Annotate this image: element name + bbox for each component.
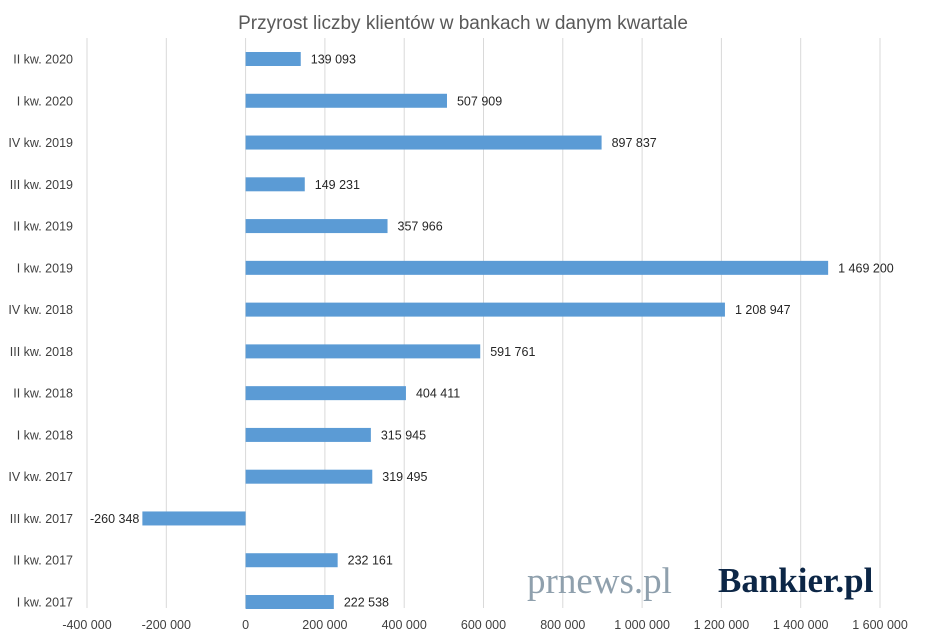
x-tick-label: 800 000 bbox=[540, 618, 585, 632]
x-tick-label: 600 000 bbox=[461, 618, 506, 632]
bar bbox=[245, 52, 301, 66]
x-axis-tick-labels: -400 000 -200 000 0 200 000 400 000 600 000 80… bbox=[62, 618, 908, 632]
bar bbox=[245, 469, 373, 484]
category-label: IV kw. 2017 bbox=[8, 470, 73, 484]
data-labels: 139 093 507 909 897 837 149 231 357 966 1 469… bbox=[90, 53, 894, 610]
category-label: II kw. 2018 bbox=[13, 387, 73, 401]
data-label: 404 411 bbox=[416, 387, 460, 401]
category-labels: II kw. 2020 I kw. 2020 IV kw. 2019 III kw. … bbox=[8, 53, 73, 610]
prnews-logo-text: prnews.pl bbox=[527, 561, 672, 602]
x-tick-label: 200 000 bbox=[302, 618, 347, 632]
data-label: 357 966 bbox=[398, 220, 443, 234]
bar bbox=[245, 427, 371, 442]
data-label: 897 837 bbox=[612, 136, 657, 150]
x-tick-label: 1 200 000 bbox=[694, 618, 750, 632]
category-label: I kw. 2017 bbox=[17, 596, 73, 610]
bar bbox=[245, 302, 725, 317]
bar bbox=[142, 511, 246, 526]
bar bbox=[245, 386, 406, 401]
category-label: II kw. 2020 bbox=[13, 53, 73, 67]
data-label: 507 909 bbox=[457, 94, 502, 108]
bar bbox=[245, 93, 447, 108]
category-label: I kw. 2019 bbox=[17, 261, 73, 275]
category-label: II kw. 2017 bbox=[13, 554, 73, 568]
bar bbox=[245, 177, 305, 192]
gridlines bbox=[86, 38, 881, 608]
bankier-logo-text: Bankier.pl bbox=[718, 561, 874, 600]
x-tick-label: -200 000 bbox=[142, 618, 191, 632]
bar bbox=[245, 595, 334, 609]
x-tick-label: 1 400 000 bbox=[773, 618, 829, 632]
x-tick-label: -400 000 bbox=[62, 618, 111, 632]
bankier-logo: Bankier.pl bbox=[718, 561, 874, 600]
data-label: 591 761 bbox=[490, 345, 535, 359]
category-label: IV kw. 2019 bbox=[8, 136, 73, 150]
data-label: 232 161 bbox=[348, 554, 393, 568]
x-tick-label: 400 000 bbox=[382, 618, 427, 632]
data-label: -260 348 bbox=[90, 512, 139, 526]
category-label: III kw. 2019 bbox=[10, 178, 73, 192]
x-tick-label: 1 000 000 bbox=[614, 618, 670, 632]
data-label: 222 538 bbox=[344, 596, 389, 610]
category-label: III kw. 2017 bbox=[10, 512, 73, 526]
data-label: 315 945 bbox=[381, 428, 426, 442]
bar bbox=[245, 553, 338, 568]
data-label: 149 231 bbox=[315, 178, 360, 192]
category-label: III kw. 2018 bbox=[10, 345, 73, 359]
x-tick-label: 0 bbox=[242, 618, 249, 632]
category-label: I kw. 2020 bbox=[17, 94, 73, 108]
chart-title: Przyrost liczby klientów w bankach w dan… bbox=[238, 13, 688, 34]
x-tick-label: 1 600 000 bbox=[852, 618, 908, 632]
category-label: II kw. 2019 bbox=[13, 220, 73, 234]
bar bbox=[245, 219, 388, 234]
data-label: 1 208 947 bbox=[735, 303, 791, 317]
bars bbox=[142, 52, 829, 609]
data-label: 319 495 bbox=[382, 470, 427, 484]
bar bbox=[245, 135, 602, 150]
prnews-logo: prnews.pl bbox=[527, 561, 672, 602]
data-label: 139 093 bbox=[311, 53, 356, 67]
bar bbox=[245, 260, 829, 275]
category-label: I kw. 2018 bbox=[17, 428, 73, 442]
category-label: IV kw. 2018 bbox=[8, 303, 73, 317]
data-label: 1 469 200 bbox=[838, 261, 894, 275]
bar bbox=[245, 344, 481, 359]
